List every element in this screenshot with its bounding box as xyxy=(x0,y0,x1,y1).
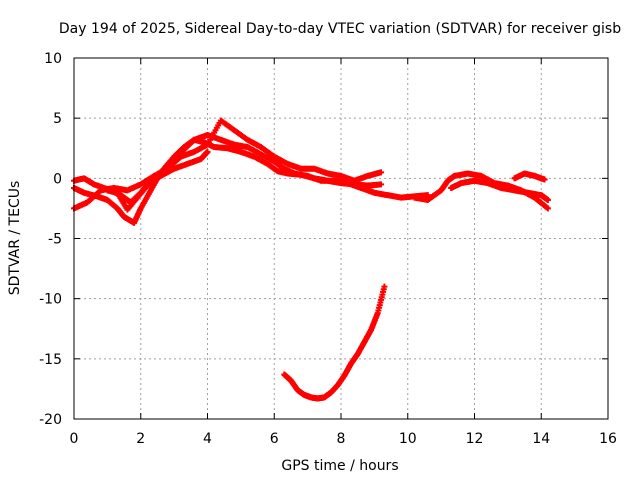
x-axis-label: GPS time / hours xyxy=(281,458,398,474)
x-tick-label: 8 xyxy=(337,431,346,447)
data-point xyxy=(544,205,551,212)
y-tick-label: -10 xyxy=(39,292,62,308)
x-tick-label: 6 xyxy=(270,431,279,447)
y-tick-label: -15 xyxy=(39,352,62,368)
series-track-h xyxy=(281,283,388,402)
data-point xyxy=(544,196,551,203)
series-track-d xyxy=(104,148,211,213)
x-tick-label: 16 xyxy=(599,431,617,447)
y-tick-label: -20 xyxy=(39,412,62,428)
data-point xyxy=(378,181,385,188)
data-point xyxy=(541,176,548,183)
data-point xyxy=(204,148,211,155)
y-tick-label: -5 xyxy=(48,232,62,248)
data-point xyxy=(381,283,388,290)
series-track-g xyxy=(511,170,548,183)
x-tick-label: 0 xyxy=(70,431,79,447)
tick-labels: 0 2 4 6 8 10 12 14 16 -20 -15 -10 -5 0 5 10 xyxy=(39,51,617,447)
y-tick-label: 5 xyxy=(53,111,62,127)
y-tick-label: 10 xyxy=(44,51,62,67)
x-tick-label: 2 xyxy=(136,431,145,447)
data-point xyxy=(378,169,385,176)
series-track-c xyxy=(71,117,385,212)
y-axis-label: SDTVAR / TECUs xyxy=(7,181,23,296)
grid-lines xyxy=(74,58,608,419)
y-tick-label: 0 xyxy=(53,171,62,187)
x-tick-label: 10 xyxy=(399,431,417,447)
chart-title: Day 194 of 2025, Sidereal Day-to-day VTE… xyxy=(59,21,621,37)
data-points xyxy=(71,117,551,402)
x-tick-label: 12 xyxy=(466,431,484,447)
series-track-f xyxy=(448,177,551,203)
x-tick-label: 14 xyxy=(532,431,550,447)
x-tick-label: 4 xyxy=(203,431,212,447)
plot-frame xyxy=(73,57,609,420)
